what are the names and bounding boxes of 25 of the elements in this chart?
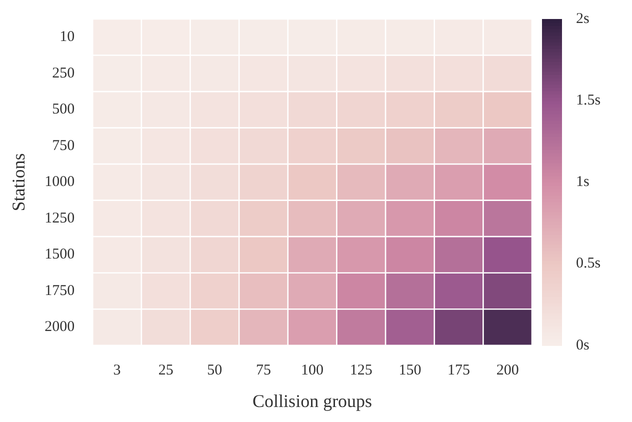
y-tick-label: 1750 [44, 282, 75, 299]
color-bar-label: 1s [576, 174, 590, 190]
x-tick-label: 175 [448, 362, 470, 378]
x-tick-label: 50 [207, 362, 222, 378]
y-tick-label: 250 [52, 65, 75, 82]
y-tick-label: 500 [52, 102, 75, 118]
y-tick-label: 1500 [44, 246, 75, 263]
y-tick-label: 750 [52, 138, 75, 154]
x-tick-label: 200 [496, 362, 519, 378]
y-tick-label: 2000 [44, 319, 75, 336]
y-tick-label: 1250 [44, 210, 75, 226]
color-bar-label: 0s [576, 337, 590, 354]
y-tick-label: 1000 [44, 174, 75, 190]
x-tick-label: 100 [301, 362, 324, 378]
color-bar-label: 0.5s [576, 256, 601, 272]
x-tick-label: 75 [256, 362, 271, 378]
x-tick-label: 125 [350, 362, 372, 378]
x-tick-label: 150 [398, 362, 422, 378]
color-bar-label: 1.5s [576, 92, 601, 109]
y-tick-label: 10 [60, 29, 75, 46]
x-tick-label: 3 [113, 362, 121, 378]
x-tick-label: 25 [158, 362, 174, 378]
color-bar-label: 2s [576, 10, 590, 27]
x-axis-title: Collision groups [252, 390, 372, 411]
y-axis-title: Stations [8, 153, 29, 212]
